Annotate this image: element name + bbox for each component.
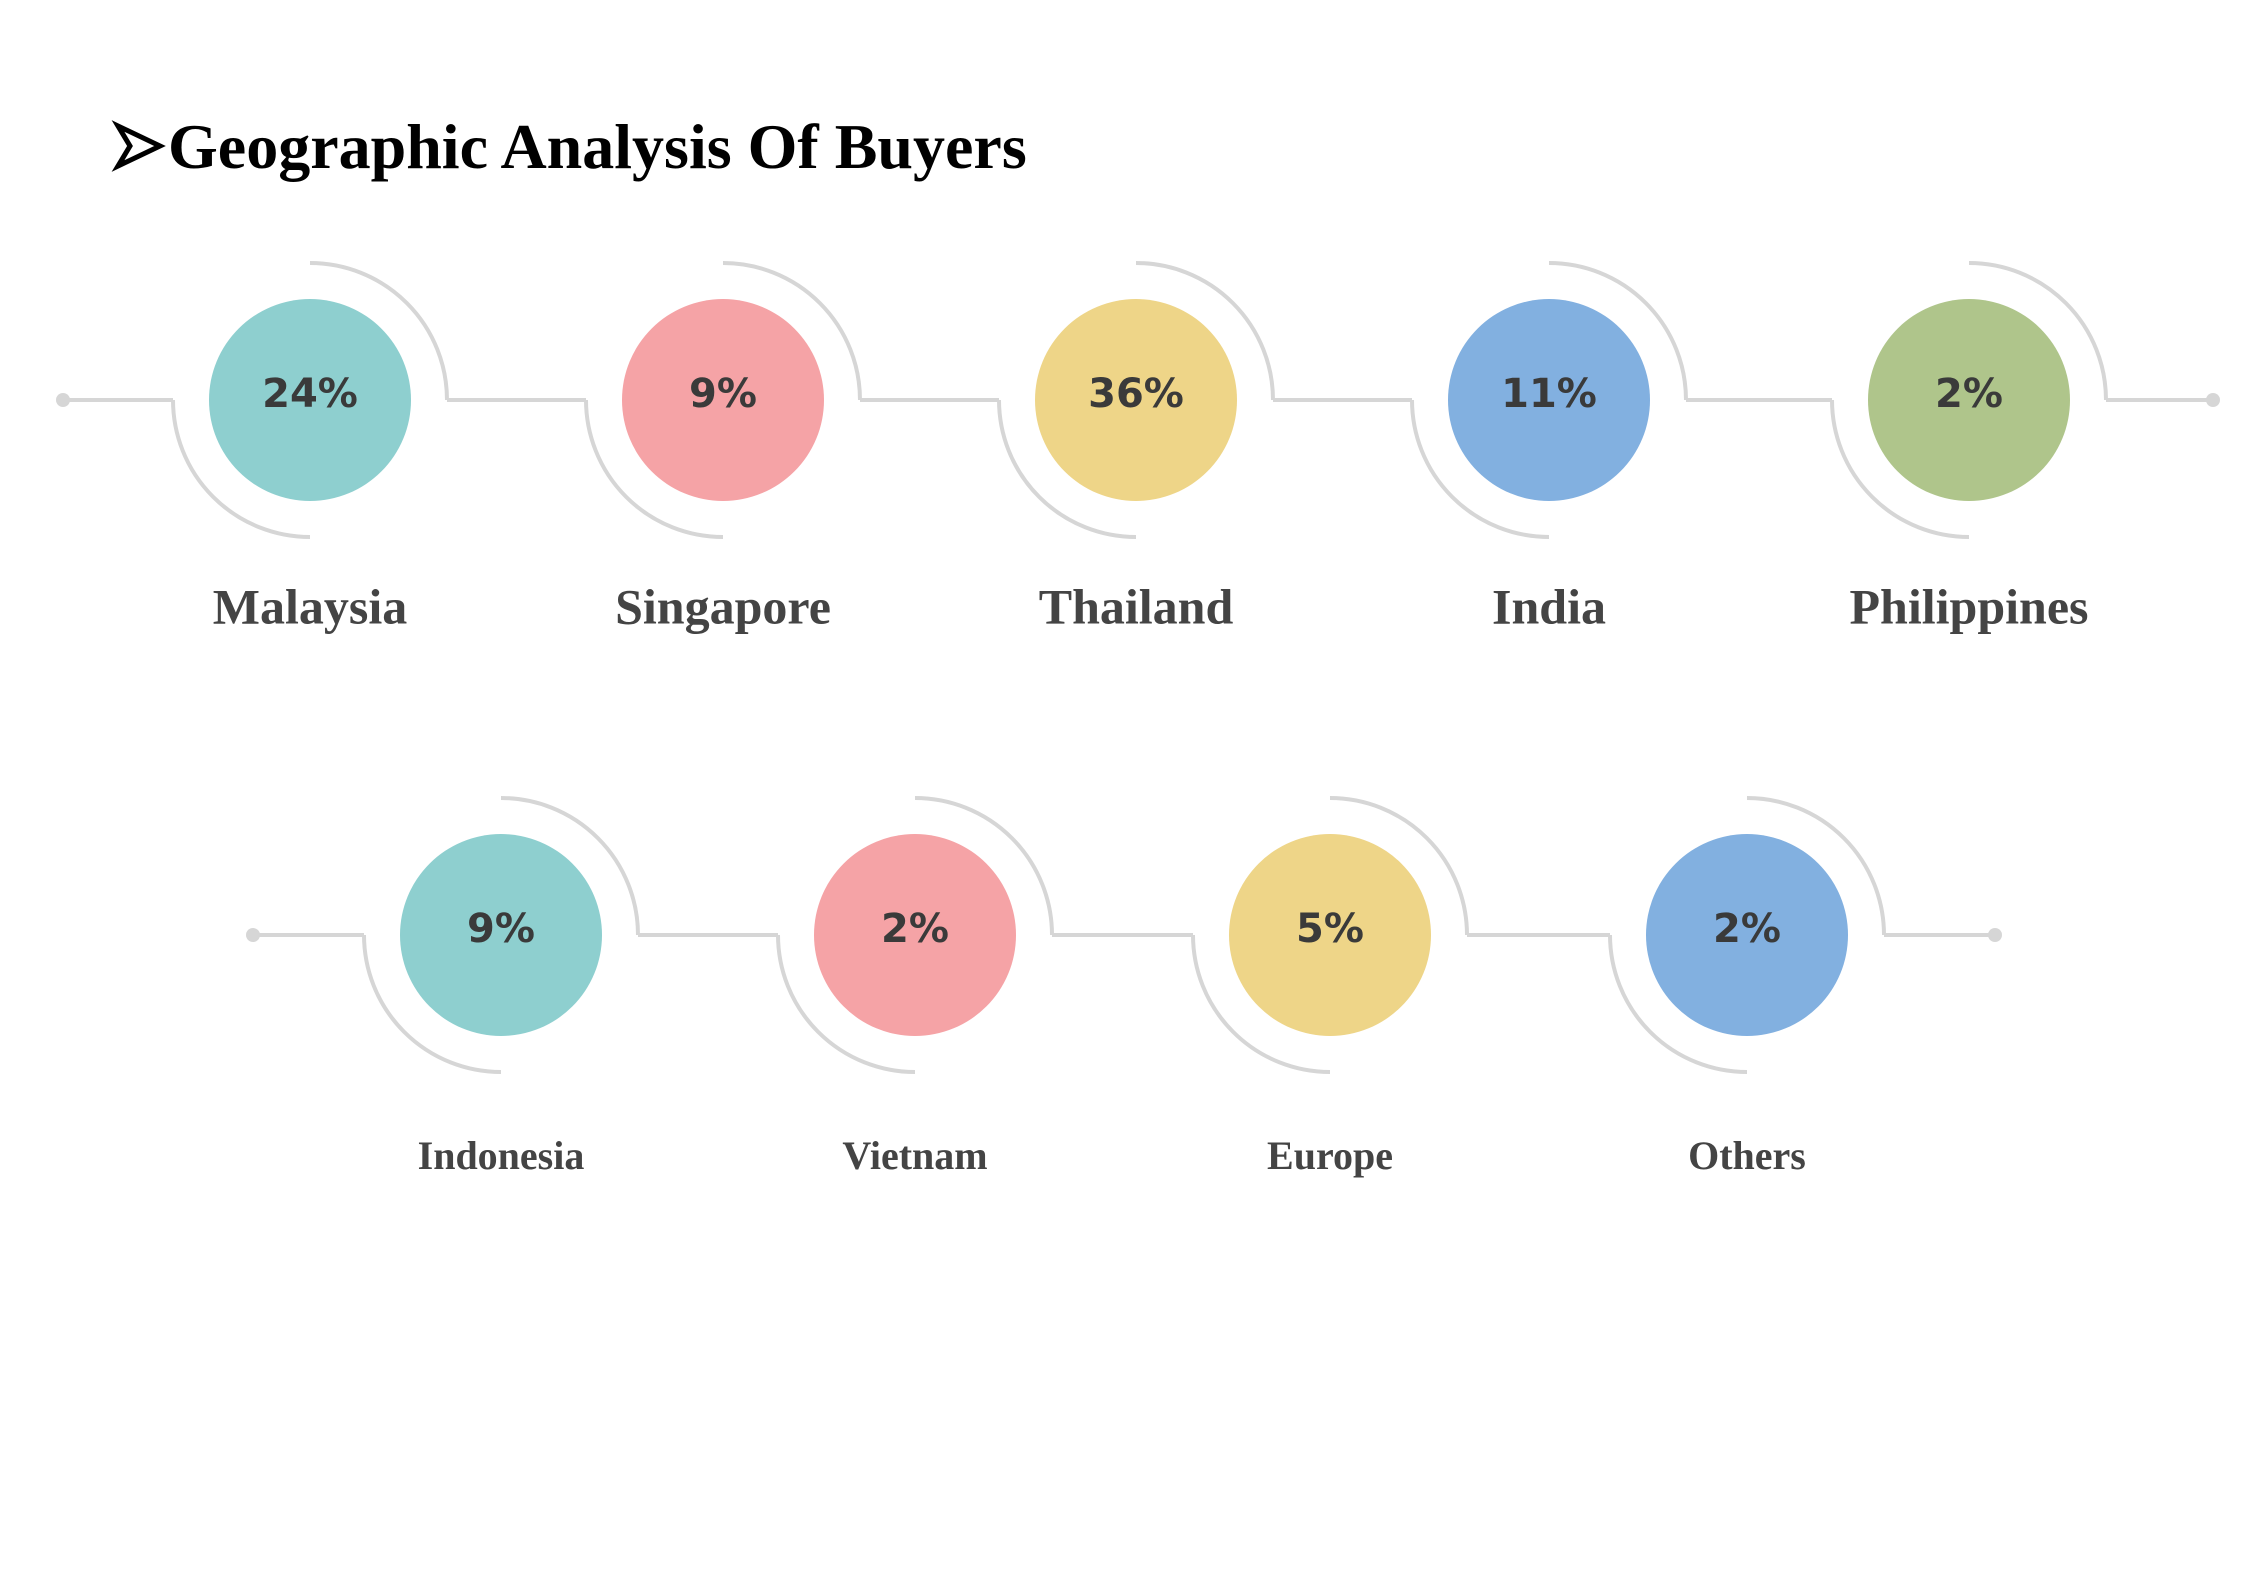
- region-label: India: [1492, 578, 1606, 634]
- percent-label: 2%: [1935, 371, 2003, 417]
- arc: [1968, 261, 2108, 401]
- region-label: Vietnam: [842, 1133, 987, 1178]
- bullet-arrow: [111, 120, 166, 172]
- arc: [500, 796, 640, 936]
- percent-label: 11%: [1501, 371, 1597, 417]
- arc: [1830, 399, 1970, 539]
- page-title: Geographic Analysis Of Buyers: [168, 111, 1027, 182]
- region-label: Philippines: [1850, 578, 2089, 634]
- arc: [309, 261, 449, 401]
- region-label: Malaysia: [213, 578, 407, 634]
- arc: [997, 399, 1137, 539]
- percent-label: 9%: [467, 906, 535, 952]
- percent-label: 36%: [1088, 371, 1184, 417]
- arc: [1329, 796, 1469, 936]
- percent-circle: [622, 299, 824, 501]
- percent-label: 5%: [1296, 906, 1364, 952]
- region-label: Thailand: [1039, 578, 1234, 634]
- arc: [914, 796, 1054, 936]
- percent-circle: [400, 834, 602, 1036]
- arc: [722, 261, 862, 401]
- arc: [1191, 934, 1331, 1074]
- region-label: Singapore: [615, 578, 831, 634]
- percent-circle: [1448, 299, 1650, 501]
- percent-circle: [1868, 299, 2070, 501]
- percent-label: 2%: [881, 906, 949, 952]
- region-label: Europe: [1267, 1133, 1393, 1178]
- percent-circle: [1646, 834, 1848, 1036]
- arc: [1410, 399, 1550, 539]
- region-label: Indonesia: [418, 1133, 585, 1178]
- arc: [776, 934, 916, 1074]
- arc: [1135, 261, 1275, 401]
- arc: [171, 399, 311, 539]
- percent-circle: [1035, 299, 1237, 501]
- region-label: Others: [1688, 1133, 1806, 1178]
- arc: [1608, 934, 1748, 1074]
- percent-circle: [209, 299, 411, 501]
- arc: [362, 934, 502, 1074]
- arc: [584, 399, 724, 539]
- arc: [1746, 796, 1886, 936]
- arc: [1548, 261, 1688, 401]
- percent-label: 24%: [262, 371, 358, 417]
- percent-label: 2%: [1713, 906, 1781, 952]
- percent-label: 9%: [689, 371, 757, 417]
- percent-circle: [814, 834, 1016, 1036]
- percent-circle: [1229, 834, 1431, 1036]
